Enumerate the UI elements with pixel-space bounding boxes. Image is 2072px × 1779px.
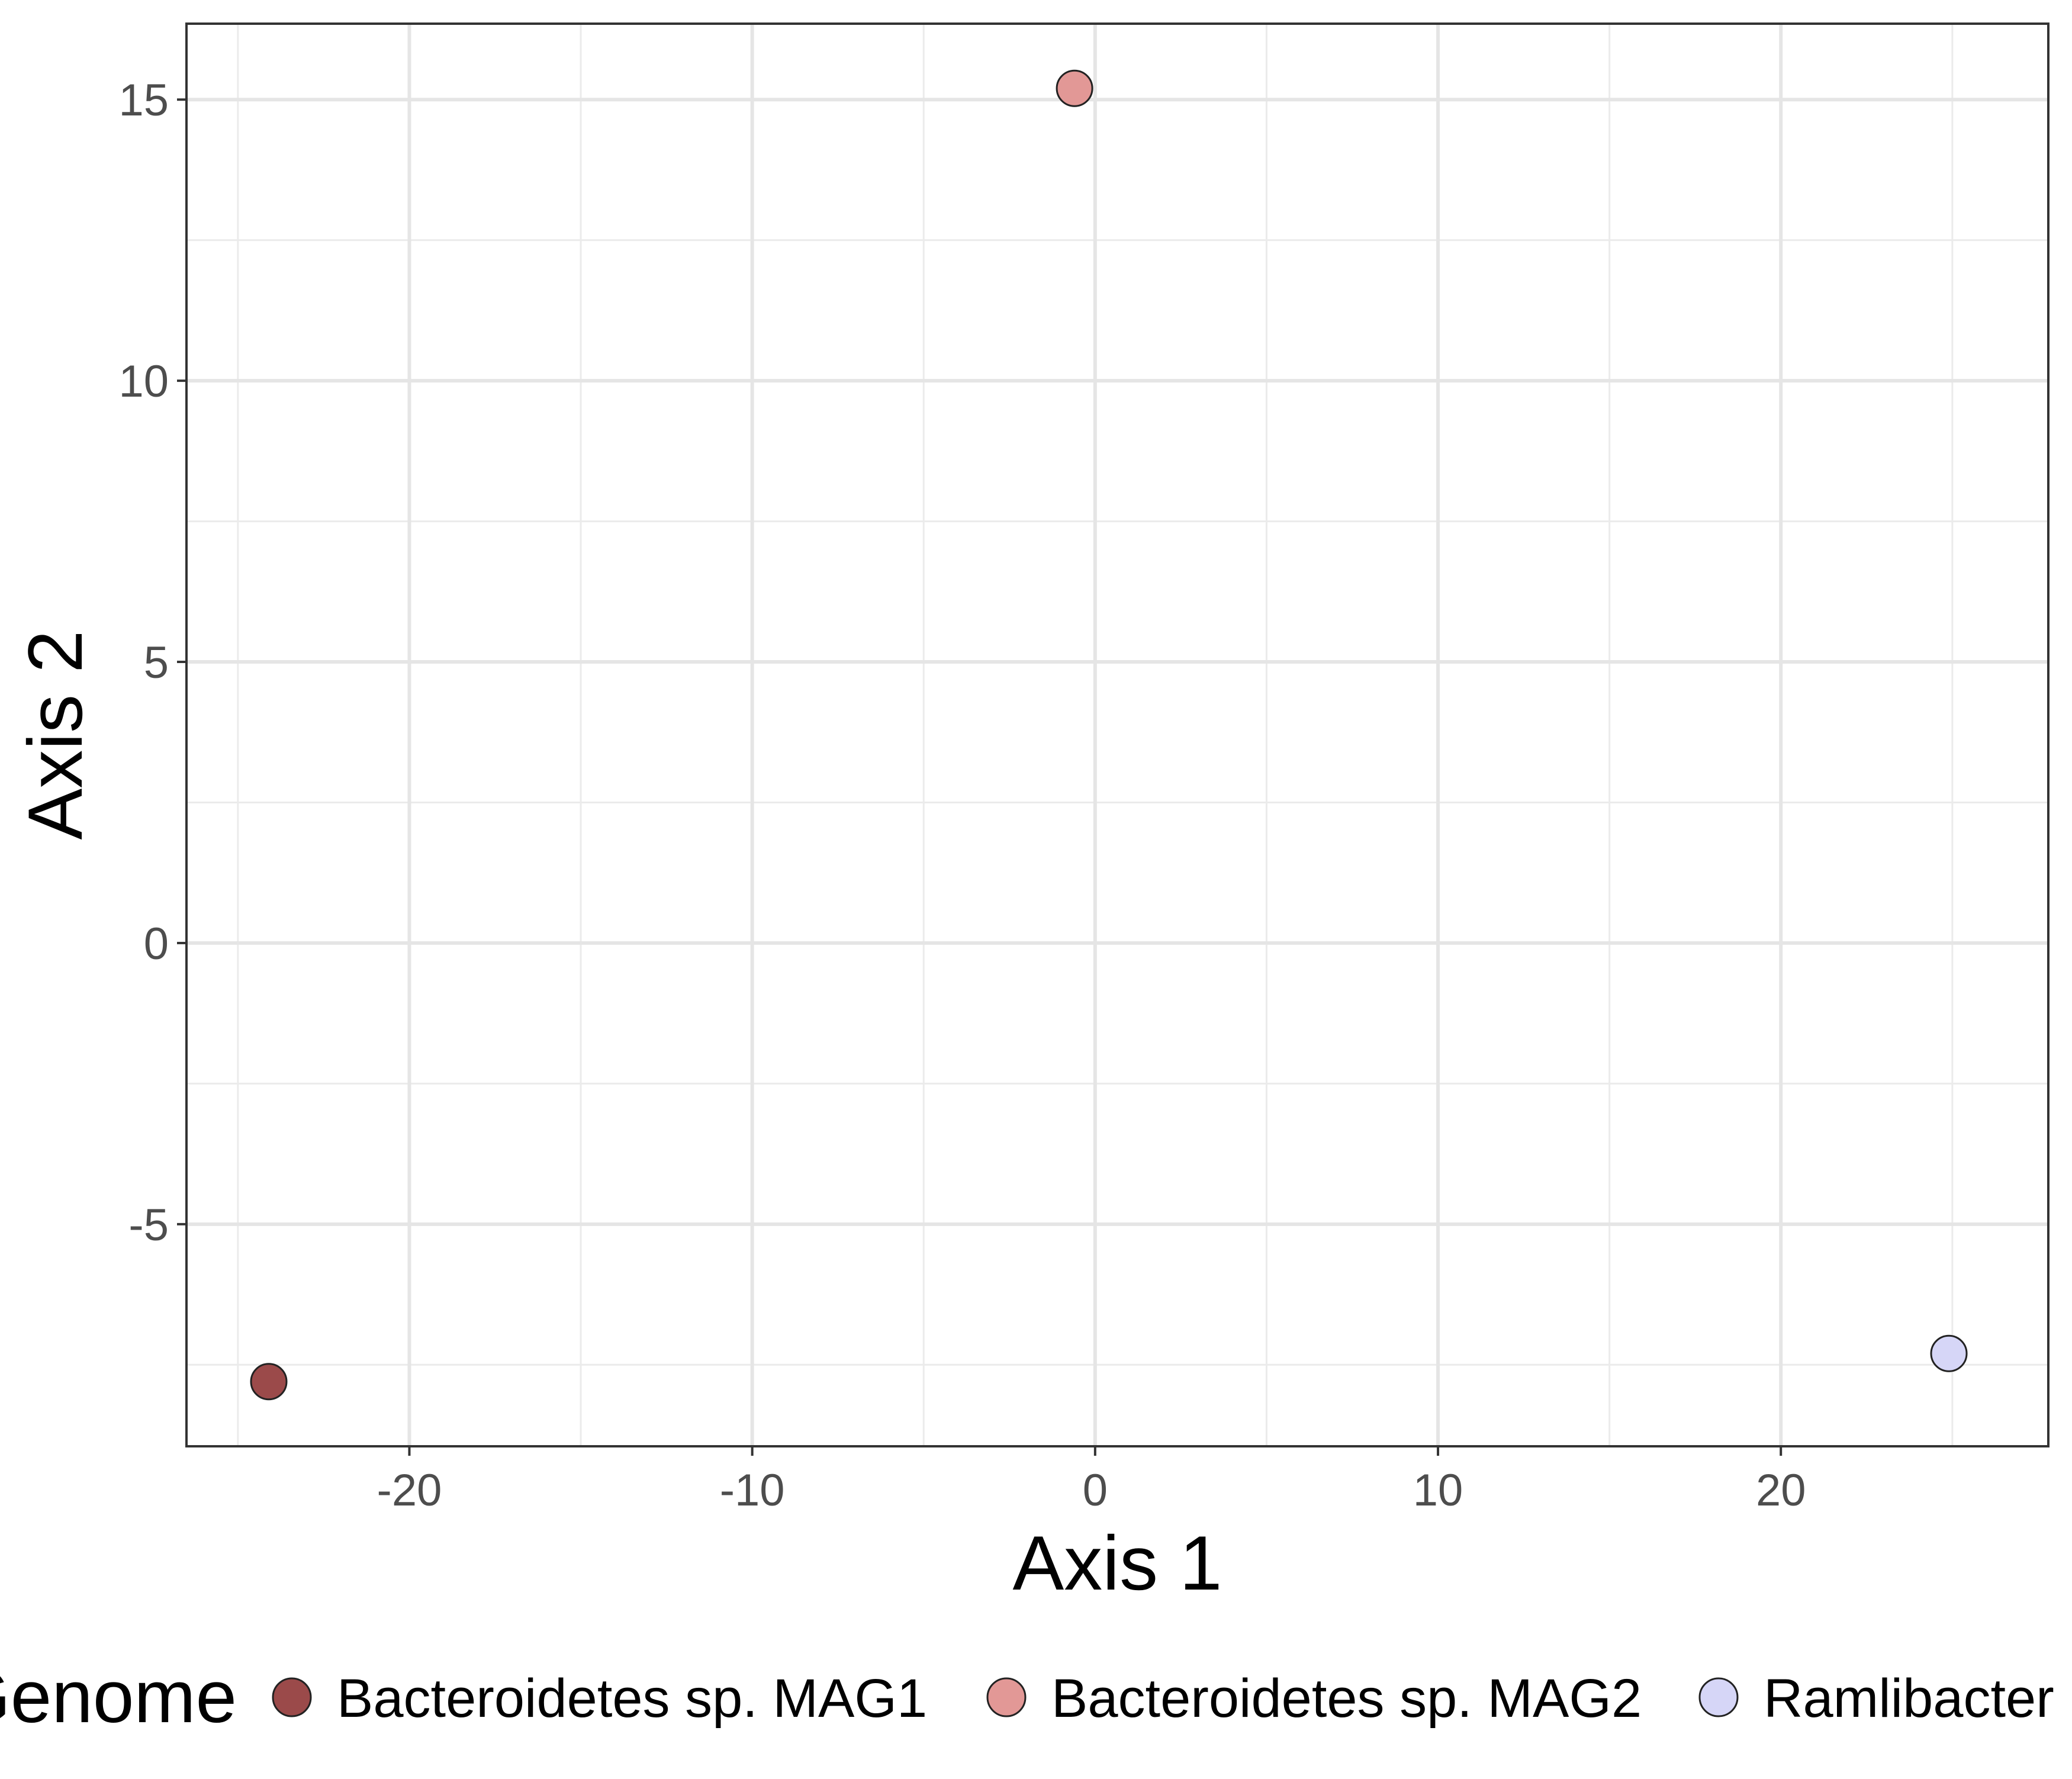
y-tick-label: 15	[118, 75, 169, 126]
y-tick-label: 0	[144, 919, 169, 969]
legend-label: Bacteroidetes sp. MAG2	[1051, 1668, 1642, 1729]
legend-label: Bacteroidetes sp. MAG1	[337, 1668, 927, 1729]
x-tick-label: 0	[1083, 1465, 1108, 1516]
data-point	[1056, 69, 1093, 107]
x-tick-label: -10	[720, 1465, 785, 1516]
legend-key	[272, 1677, 312, 1717]
y-tick-label: -5	[128, 1200, 169, 1250]
data-point	[1930, 1334, 1968, 1372]
plot-panel-border	[185, 22, 2050, 1447]
legend-title: Genome	[0, 1656, 237, 1738]
y-axis-title: Axis 2	[12, 630, 98, 839]
y-tick-label: 10	[118, 356, 169, 407]
x-axis-title: Axis 1	[1012, 1520, 1222, 1606]
legend-label: Ramlibacter	[1764, 1668, 2054, 1729]
plot-panel-background	[186, 24, 2048, 1446]
x-tick-label: 10	[1413, 1465, 1463, 1516]
data-point	[250, 1363, 288, 1401]
y-tick-label: 5	[144, 638, 169, 688]
legend-key	[986, 1677, 1027, 1717]
x-tick-label: 20	[1756, 1465, 1806, 1516]
x-tick-label: -20	[377, 1465, 442, 1516]
legend-key	[1698, 1677, 1739, 1717]
